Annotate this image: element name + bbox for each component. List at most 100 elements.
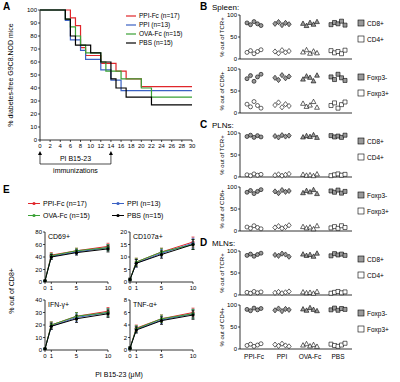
axes	[38, 10, 192, 142]
x-tick-label: 22	[148, 143, 155, 149]
y-tick-label: 100	[227, 66, 238, 72]
legend-swatch	[126, 42, 136, 43]
dose-line	[45, 246, 108, 280]
legend-label: Foxp3+	[367, 90, 389, 98]
point	[128, 347, 131, 350]
cell-point	[249, 105, 253, 109]
cell-point	[308, 305, 313, 309]
plot-title: CD107a+	[133, 233, 163, 240]
x-axis-line	[240, 231, 352, 232]
x-tick	[192, 140, 193, 142]
error-bar	[160, 250, 163, 258]
y-tick-label: 100	[227, 302, 238, 308]
legend-marker	[116, 214, 119, 217]
x-tick	[100, 140, 101, 142]
axes	[238, 251, 352, 295]
y-tick	[38, 127, 40, 128]
error-cap	[135, 325, 138, 326]
x-tick-label: 1	[135, 353, 139, 359]
cell-point	[304, 341, 309, 345]
error-cap	[75, 312, 78, 313]
error-cap	[135, 258, 138, 259]
annotation-bracket	[40, 164, 111, 165]
cell-point	[343, 23, 347, 27]
y-tick	[43, 232, 45, 233]
axes	[128, 232, 193, 284]
cell-point	[283, 172, 287, 177]
cell-point	[315, 251, 320, 255]
legend-label: PBS (n=15)	[139, 39, 173, 47]
y-tick-label: 0	[124, 279, 128, 285]
y-tick-label: 100	[27, 7, 38, 13]
x-tick	[131, 140, 132, 142]
y-tick	[128, 257, 130, 258]
x-tick	[171, 140, 172, 142]
dose-line	[130, 314, 193, 348]
point	[128, 347, 131, 350]
x-axis-line	[240, 113, 352, 114]
point	[43, 279, 46, 282]
cell-point	[249, 309, 253, 313]
error-cap	[135, 325, 138, 326]
error-cap	[75, 315, 78, 316]
x-tick-label: 1	[50, 285, 54, 291]
y-axis-label: % out of TCR+	[219, 17, 225, 57]
y-tick-label: 50	[230, 324, 237, 330]
cell-point	[311, 187, 316, 191]
cell-point	[343, 172, 347, 176]
error-cap	[192, 319, 195, 320]
y-tick-label: 60	[35, 242, 42, 248]
x-tick-label: 26	[168, 143, 175, 149]
x-tick-label: 5	[160, 285, 164, 291]
cell-point	[315, 344, 320, 348]
point	[160, 319, 163, 322]
cell-point	[273, 102, 277, 107]
figure: A010203040506070809010002468101214161820…	[0, 0, 400, 382]
error-bar	[75, 315, 78, 323]
legend-label: CD4+	[367, 272, 384, 279]
error-bar	[129, 347, 132, 350]
y-tick	[38, 75, 40, 76]
x-tick-label: 10	[190, 285, 197, 291]
legend-swatch	[358, 20, 364, 26]
error-bar	[44, 348, 47, 349]
cell-point	[343, 100, 347, 104]
x-tick-label: 1	[50, 353, 54, 359]
legend-label: Foxp3+	[367, 326, 389, 334]
arrow-head	[38, 151, 42, 155]
y-tick	[43, 337, 45, 338]
y-tick-label: 20	[35, 322, 42, 328]
cell-point	[245, 102, 249, 106]
dose-line	[45, 248, 108, 281]
error-bar	[107, 309, 110, 317]
cell-point	[308, 75, 313, 79]
error-cap	[160, 248, 163, 249]
y-axis-label: % diabetes-free G9C8.NOD mice	[7, 23, 14, 127]
cell-point	[343, 189, 347, 193]
tissue-title: MLNs:	[212, 239, 235, 248]
cell-point	[343, 253, 347, 257]
cell-point	[280, 105, 284, 110]
cell-point	[287, 48, 291, 53]
y-tick-label: 0	[234, 174, 238, 180]
cell-point	[259, 72, 263, 76]
error-cap	[192, 239, 195, 240]
point	[160, 253, 163, 256]
cell-point	[340, 19, 344, 23]
cell-point	[273, 173, 277, 178]
cell-point	[249, 74, 253, 78]
x-tick	[193, 350, 194, 352]
x-tick	[60, 140, 61, 142]
x-tick-label: 5	[160, 353, 164, 359]
error-bar	[192, 240, 195, 250]
cell-point	[283, 189, 287, 194]
dose-line	[45, 311, 108, 349]
legend-label: OVA-Fc (n=15)	[139, 30, 182, 38]
cell-point	[315, 19, 320, 23]
x-tick	[161, 350, 162, 352]
error-bar	[192, 240, 195, 250]
error-bar	[50, 255, 53, 260]
error-bar	[107, 310, 110, 318]
x-tick	[76, 282, 77, 284]
cell-point	[283, 134, 287, 139]
